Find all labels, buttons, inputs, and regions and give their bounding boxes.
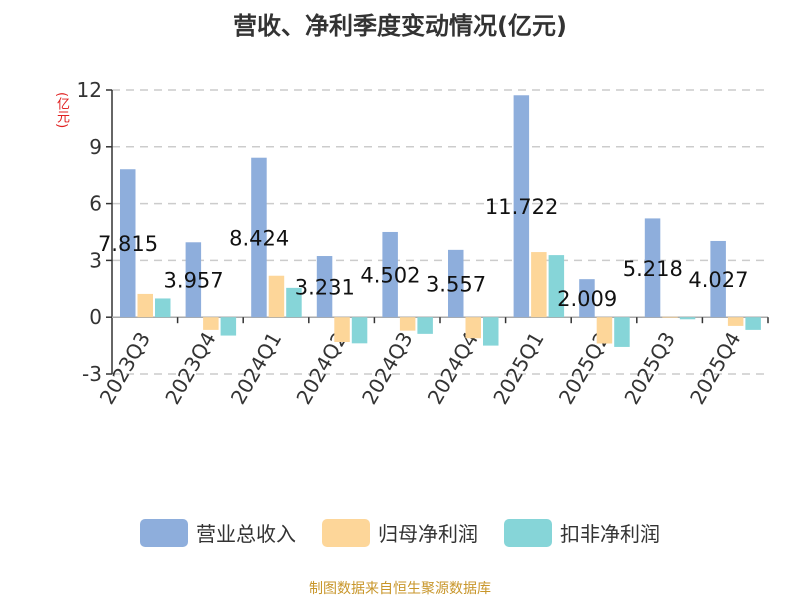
bar-net-profit [662,316,678,318]
bar-deducted-profit [351,317,368,344]
legend-label: 营业总收入 [196,522,296,546]
x-tick-label: 2024Q1 [226,328,286,409]
source-note: 制图数据来自恒生聚源数据库 [309,581,491,597]
bar-deducted-profit [483,317,499,346]
legend-swatch [504,518,552,547]
bar-deducted-profit [614,317,630,347]
y-tick-label: 3 [89,248,102,272]
bar-revenue [579,279,595,318]
legend-label: 归母净利润 [378,522,478,546]
bar-revenue [448,249,464,318]
bar-net-profit [399,317,416,331]
legend-swatch [322,518,370,547]
bar-deducted-profit [745,317,761,330]
y-tick-label: 6 [89,192,102,216]
y-tick-label: 12 [77,78,102,102]
x-tick-label: 2023Q4 [160,328,220,409]
legend-label: 扣非净利润 [560,522,660,546]
y-axis-unit: (亿元) [54,92,69,129]
legend: 营业总收入 归母净利润 扣非净利润 [0,518,800,547]
data-label: 2.009 [557,287,617,311]
bar-net-profit [727,317,744,326]
bar-revenue [316,256,333,318]
bar-deducted-profit [155,298,171,318]
data-label: 3.231 [295,276,355,300]
legend-item-deducted-profit[interactable]: 扣非净利润 [504,518,660,547]
data-label: 3.957 [164,269,224,293]
legend-item-revenue[interactable]: 营业总收入 [140,518,296,547]
x-tick-label: 2024Q4 [423,328,483,409]
bar-revenue [382,231,398,318]
bar-deducted-profit [220,317,237,336]
bar-deducted-profit [548,255,565,318]
bar-deducted-profit [679,317,696,320]
bar-revenue [710,240,726,318]
bar-deducted-profit [286,287,302,318]
bar-revenue [644,218,661,318]
bar-net-profit [137,293,153,318]
bar-revenue [513,95,530,318]
data-label: 11.722 [485,195,558,219]
y-tick-label: 0 [89,305,102,329]
bar-revenue [251,157,267,318]
bar-net-profit [596,317,613,344]
y-tick-label: -3 [82,362,102,386]
legend-swatch [140,518,188,547]
y-tick-label: 9 [89,135,102,159]
bar-net-profit [334,317,350,343]
data-label: 4.502 [360,264,420,288]
data-label: 7.815 [98,232,158,256]
bar-deducted-profit [417,317,433,334]
bar-revenue [185,242,202,318]
data-label: 5.218 [623,257,683,281]
chart-title: 营收、净利季度变动情况(亿元) [233,12,567,40]
data-label: 3.557 [426,273,486,297]
bar-net-profit [465,317,481,339]
bar-net-profit [203,317,219,330]
bar-net-profit [531,252,547,318]
data-label: 4.027 [688,268,748,292]
x-tick-label: 2025Q4 [685,328,745,409]
data-label: 8.424 [229,226,289,250]
bar-net-profit [268,275,285,318]
bar-revenue [120,169,136,318]
x-tick-label: 2023Q3 [95,328,155,409]
legend-item-net-profit[interactable]: 归母净利润 [322,518,478,547]
